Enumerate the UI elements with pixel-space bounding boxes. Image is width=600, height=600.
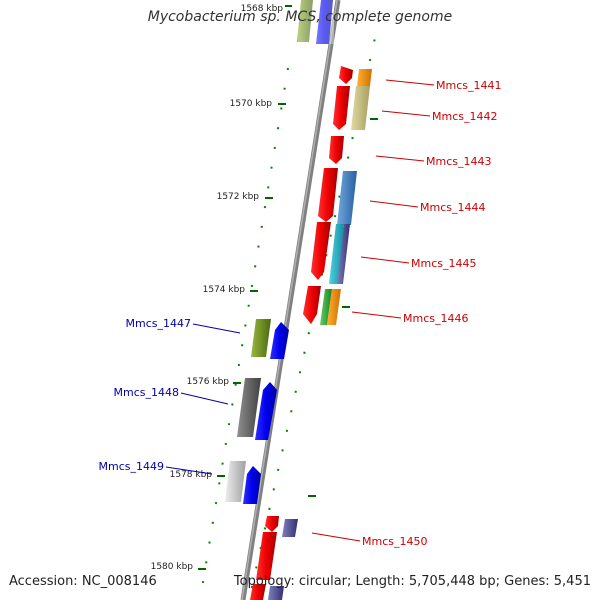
gene-mmcs-1445-cog-indigo[interactable]: [337, 224, 350, 284]
label-mmcs-1445[interactable]: Mmcs_1445: [411, 257, 476, 270]
connector-mmcs-1448: [180, 392, 229, 405]
label-mmcs-1442[interactable]: Mmcs_1442: [432, 110, 497, 123]
gene-mmcs-1446-cog-orange[interactable]: [327, 289, 341, 325]
gene-mmcs-1443-strand[interactable]: [329, 136, 344, 164]
label-mmcs-1447[interactable]: Mmcs_1447: [126, 317, 191, 330]
label-mmcs-1446[interactable]: Mmcs_1446: [403, 312, 468, 325]
gene-partial-top-blue[interactable]: [316, 0, 333, 44]
connector-mmcs-1449: [165, 466, 213, 475]
gene-indigo-bottom[interactable]: [268, 586, 284, 600]
connector-mmcs-1443: [375, 155, 425, 162]
connector-mmcs-1447: [192, 323, 241, 334]
gene-mmcs-1450-cog[interactable]: [282, 519, 298, 537]
gene-mmcs-1441-strand[interactable]: [339, 66, 353, 84]
gene-mmcs-1445-cog-cyan[interactable]: [329, 224, 344, 284]
label-mmcs-1449[interactable]: Mmcs_1449: [99, 460, 164, 473]
gene-mmcs-1442-strand[interactable]: [333, 86, 350, 130]
connector-mmcs-1450: [311, 532, 361, 542]
connector-mmcs-1446: [351, 311, 402, 319]
tick-label-1572: 1572 kbp: [217, 192, 260, 202]
connector-mmcs-1441: [385, 79, 435, 86]
label-mmcs-1448[interactable]: Mmcs_1448: [114, 386, 179, 399]
label-mmcs-1443[interactable]: Mmcs_1443: [426, 155, 491, 168]
tick-label-1580: 1580 kbp: [151, 562, 194, 572]
tick-marks: [198, 5, 378, 570]
gene-mmcs-1444-cog[interactable]: [337, 171, 357, 225]
gene-mmcs-1446-strand[interactable]: [303, 286, 321, 324]
gene-mmcs-1444-strand[interactable]: [318, 168, 338, 222]
gene-partial-top-olive[interactable]: [297, 0, 313, 42]
accession-text: Accession: NC_008146: [9, 574, 157, 589]
connector-mmcs-1442: [381, 110, 431, 117]
gene-mmcs-1442-cog[interactable]: [351, 86, 370, 130]
gene-mmcs-1448-strand[interactable]: [255, 382, 277, 440]
tick-label-1576: 1576 kbp: [187, 377, 230, 387]
label-mmcs-1444[interactable]: Mmcs_1444: [420, 201, 485, 214]
connector-mmcs-1445: [360, 256, 410, 264]
genome-stats-text: Topology: circular; Length: 5,705,448 bp…: [233, 574, 591, 589]
gene-mmcs-1447-strand[interactable]: [270, 322, 289, 359]
gene-partial-top-overlay: [298, 0, 334, 44]
gene-mmcs-1450-strand[interactable]: [265, 516, 279, 532]
gene-mmcs-1445-strand[interactable]: [311, 222, 331, 280]
gene-mmcs-1441-cog[interactable]: [357, 69, 372, 86]
gene-mmcs-1447-cog[interactable]: [251, 319, 271, 357]
genome-title: Mycobacterium sp. MCS, complete genome: [147, 9, 453, 25]
label-mmcs-1441[interactable]: Mmcs_1441: [436, 79, 501, 92]
tick-label-1568: 1568 kbp: [241, 4, 284, 14]
label-mmcs-1450[interactable]: Mmcs_1450: [362, 535, 427, 548]
gene-mmcs-1446-cog-green[interactable]: [320, 289, 332, 325]
tick-label-1574: 1574 kbp: [203, 285, 246, 295]
gene-mmcs-1449-strand[interactable]: [243, 466, 261, 504]
genome-backbone: [240, 0, 341, 600]
gene-red-bottom[interactable]: [256, 532, 277, 580]
gene-mmcs-1448-cog[interactable]: [237, 378, 261, 437]
connector-mmcs-1444: [369, 200, 419, 208]
gene-red-bottom-2[interactable]: [250, 584, 266, 600]
genome-backbone-highlight: [241, 0, 338, 600]
gene-mmcs-1449-cog[interactable]: [225, 461, 246, 502]
tick-label-1570: 1570 kbp: [230, 99, 273, 109]
tick-label-1578: 1578 kbp: [170, 470, 213, 480]
